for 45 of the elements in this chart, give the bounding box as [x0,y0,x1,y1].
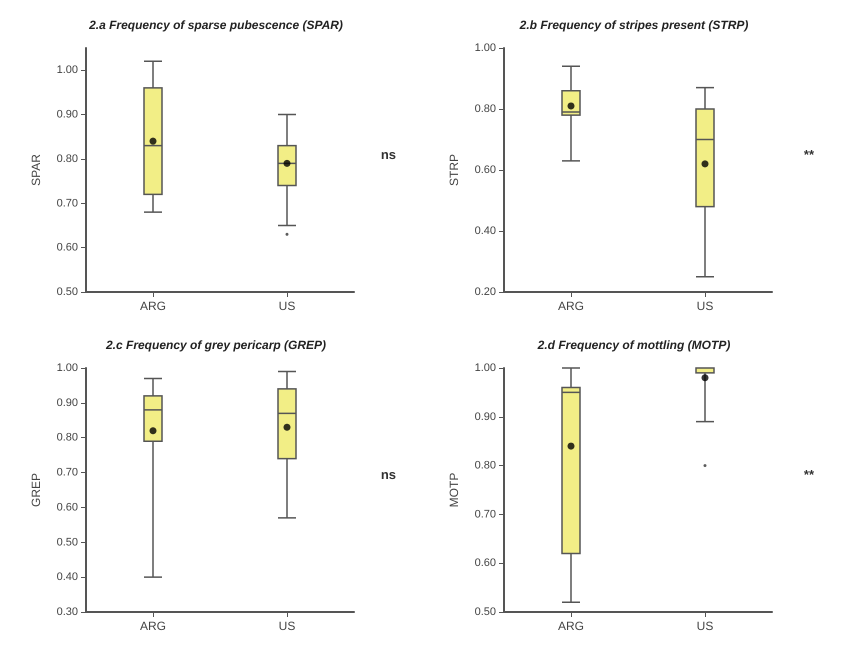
y-tick-label: 0.90 [474,410,496,423]
y-tick-label: 0.80 [56,152,78,165]
y-tick-label: 1.00 [474,362,496,374]
y-tick-label: 0.40 [56,571,78,584]
y-tick-label: 1.00 [474,42,496,54]
y-tick-label: 0.50 [474,606,496,618]
y-tick-label: 0.80 [474,460,496,472]
x-tick-label: ARG [140,299,166,313]
y-axis-title: STRP [447,154,461,186]
chart-title: 2.a Frequency of sparse pubescence (SPAR) [88,18,343,32]
y-tick-label: 0.50 [56,536,78,548]
y-tick-label: 0.90 [56,108,78,121]
x-tick-label: ARG [558,619,584,633]
x-tick-label: US [278,299,296,313]
y-tick-label: 0.60 [474,164,496,176]
y-tick-label: 0.70 [56,197,78,210]
y-tick-label: 0.30 [56,606,78,618]
y-tick-label: 1.00 [56,362,78,374]
y-axis-title: GREP [29,472,43,508]
x-tick-label: ARG [140,619,166,633]
y-tick-label: 0.70 [474,508,496,520]
chart-title: 2.d Frequency of mottling (MOTP) [536,338,730,352]
y-tick-label: 0.60 [56,242,78,254]
y-tick-label: 0.60 [56,501,78,514]
y-axis-title: SPAR [29,154,43,186]
x-tick-label: ARG [558,299,584,313]
y-tick-label: 1.00 [56,64,78,76]
text: ** [804,467,815,482]
text: ** [804,147,815,162]
y-tick-label: 0.70 [56,466,78,479]
y-tick-label: 0.40 [474,225,496,237]
y-tick-label: 0.80 [474,103,496,115]
x-tick-label: US [278,619,296,633]
y-tick-label: 0.20 [474,286,496,298]
x-tick-label: US [696,619,714,633]
chart-title: 2.b Frequency of stripes present (STRP) [518,18,748,32]
y-axis-title: MOTP [447,472,461,508]
y-tick-label: 0.50 [56,286,78,298]
y-tick-label: 0.90 [56,396,78,409]
text: ns [380,147,396,162]
y-tick-label: 0.80 [56,432,78,444]
text: ns [380,467,396,482]
x-tick-label: US [696,299,714,313]
chart-title: 2.c Frequency of grey pericarp (GREP) [104,338,326,352]
y-tick-label: 0.60 [474,557,496,570]
